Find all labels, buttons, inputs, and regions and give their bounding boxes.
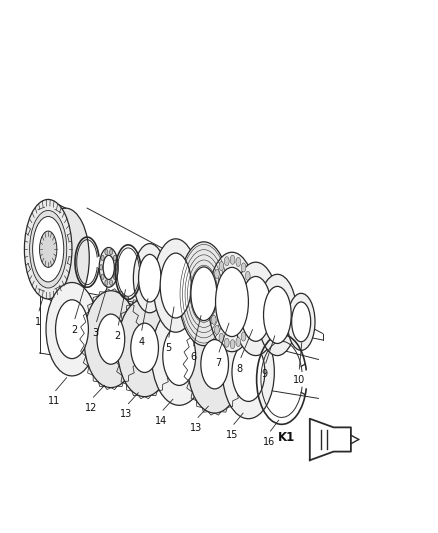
Ellipse shape [248,313,253,322]
Ellipse shape [258,274,297,356]
Ellipse shape [250,294,254,303]
Ellipse shape [223,325,274,419]
Ellipse shape [25,199,72,299]
Ellipse shape [117,299,172,397]
Ellipse shape [245,324,250,333]
Ellipse shape [39,231,57,268]
Ellipse shape [153,239,198,332]
Ellipse shape [208,252,256,352]
Text: 12: 12 [85,403,98,413]
Ellipse shape [30,211,67,288]
Ellipse shape [105,280,108,285]
Text: K1: K1 [277,431,295,444]
Ellipse shape [160,253,191,318]
Ellipse shape [210,292,215,301]
Ellipse shape [134,244,166,313]
Ellipse shape [191,267,217,320]
Ellipse shape [219,333,224,342]
Ellipse shape [236,257,241,266]
Ellipse shape [138,254,161,302]
Ellipse shape [264,286,291,343]
Ellipse shape [248,282,253,291]
Ellipse shape [215,269,219,278]
Ellipse shape [163,327,196,385]
Text: 9: 9 [262,369,268,379]
Ellipse shape [152,306,207,405]
Ellipse shape [115,265,118,270]
Ellipse shape [101,274,104,279]
Ellipse shape [179,242,229,345]
Text: 16: 16 [263,437,275,447]
Ellipse shape [42,208,89,308]
Ellipse shape [224,338,229,347]
Ellipse shape [215,268,248,336]
Ellipse shape [241,332,246,341]
Ellipse shape [32,216,64,282]
Text: 2: 2 [71,325,77,335]
Text: 7: 7 [215,358,221,368]
Ellipse shape [245,271,250,280]
Ellipse shape [105,249,108,255]
Ellipse shape [97,314,125,364]
Ellipse shape [232,343,265,401]
Ellipse shape [131,323,159,373]
Ellipse shape [56,300,88,359]
Ellipse shape [110,249,113,255]
Ellipse shape [287,293,315,350]
Ellipse shape [241,263,246,272]
Ellipse shape [113,274,117,279]
Ellipse shape [240,277,271,341]
Text: 13: 13 [190,423,202,433]
Ellipse shape [101,255,104,261]
Ellipse shape [224,257,229,266]
Ellipse shape [212,280,216,289]
Ellipse shape [99,265,103,270]
Ellipse shape [250,301,254,310]
Ellipse shape [201,340,229,389]
Text: 4: 4 [138,336,144,346]
Ellipse shape [84,290,138,387]
Ellipse shape [212,315,216,324]
Ellipse shape [187,316,242,413]
Text: 3: 3 [93,328,99,338]
Text: 6: 6 [190,352,196,362]
Ellipse shape [292,302,311,342]
Ellipse shape [233,262,278,356]
Ellipse shape [46,282,98,376]
Ellipse shape [103,255,114,279]
Ellipse shape [219,262,224,271]
Ellipse shape [230,255,235,264]
Ellipse shape [210,303,215,313]
Text: 8: 8 [237,364,243,374]
Text: 5: 5 [165,343,172,353]
Ellipse shape [236,337,241,346]
Text: 14: 14 [155,416,167,426]
Text: 11: 11 [48,396,60,406]
Text: 10: 10 [293,375,305,385]
Text: 2: 2 [115,332,121,341]
Ellipse shape [99,247,118,287]
Text: 13: 13 [120,409,133,419]
Ellipse shape [215,326,219,335]
Text: 15: 15 [226,430,238,440]
Ellipse shape [110,280,113,285]
Ellipse shape [113,255,117,261]
Ellipse shape [230,340,235,349]
Text: 1: 1 [35,317,41,327]
